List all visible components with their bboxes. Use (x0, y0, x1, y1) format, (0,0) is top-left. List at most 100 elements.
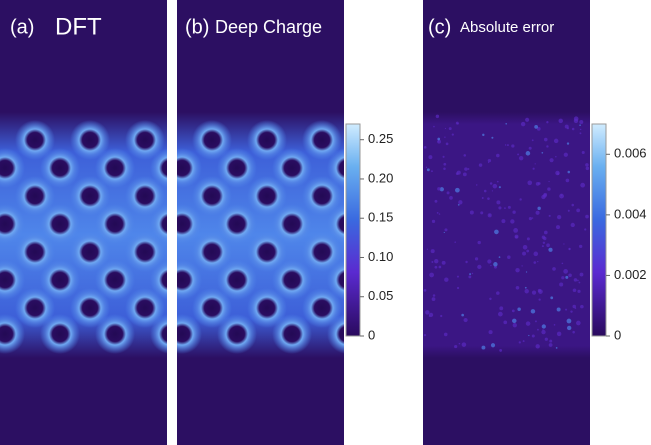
speck (531, 139, 534, 142)
speck (528, 146, 532, 150)
speck (443, 231, 445, 234)
speck (471, 272, 474, 275)
speck (454, 344, 458, 349)
atom (272, 204, 312, 244)
speck (525, 271, 528, 273)
speck (444, 127, 447, 130)
atom (95, 260, 135, 300)
atom (150, 204, 167, 244)
speck (579, 124, 581, 127)
speck (512, 210, 516, 214)
speck (480, 211, 484, 215)
atom (0, 260, 25, 300)
atom (70, 288, 110, 328)
speck (548, 214, 551, 217)
tick-label: 0.15 (368, 210, 393, 225)
atom (327, 148, 344, 188)
speck (534, 163, 536, 165)
speck (510, 219, 515, 224)
atom (70, 232, 110, 272)
speck (467, 168, 470, 170)
speck (520, 121, 526, 127)
atom (40, 314, 80, 354)
atom (327, 260, 344, 300)
speck (579, 244, 583, 249)
speck (458, 200, 463, 205)
speck (499, 349, 503, 352)
speck (504, 207, 506, 210)
panel-label: (b) (185, 16, 209, 38)
speck (431, 219, 436, 224)
speck (506, 144, 509, 147)
atom (15, 232, 55, 272)
atom (177, 204, 202, 244)
speck (426, 248, 428, 250)
speck (576, 320, 581, 326)
panel-title: Absolute error (460, 19, 554, 36)
speck (566, 142, 570, 145)
tick-label: 0 (368, 327, 375, 342)
atom (15, 120, 55, 160)
speck (451, 133, 454, 136)
speck (535, 344, 540, 349)
speck (449, 195, 453, 200)
speck (546, 243, 550, 248)
speck (568, 248, 571, 250)
speck (549, 339, 553, 343)
atom (217, 260, 257, 300)
atom (192, 120, 232, 160)
speck (487, 259, 492, 264)
speck (436, 211, 439, 214)
speck (434, 259, 439, 264)
speck (448, 127, 452, 131)
speck (556, 214, 562, 220)
speck (558, 118, 563, 124)
speck (430, 170, 433, 173)
panel-label: (c) (428, 16, 451, 38)
speck (430, 249, 435, 254)
speck (541, 245, 544, 248)
speck (565, 308, 568, 311)
speck (488, 330, 493, 335)
speck (425, 166, 428, 169)
tick-label: 0 (614, 327, 621, 342)
speck (570, 310, 573, 313)
atom (247, 176, 287, 216)
speck (423, 334, 427, 337)
speck (499, 306, 504, 311)
speck (433, 125, 435, 128)
speck (572, 304, 576, 309)
density-map (177, 0, 344, 445)
speck (548, 343, 553, 347)
colorbar (591, 123, 607, 337)
speck (469, 210, 474, 215)
atom (177, 148, 202, 188)
atom (0, 148, 25, 188)
speck (553, 138, 559, 144)
speck (517, 153, 520, 156)
speck (455, 172, 459, 176)
atom (95, 148, 135, 188)
speck (507, 255, 511, 259)
atom (125, 120, 165, 160)
speck (511, 309, 515, 313)
speck (561, 262, 564, 265)
error-map (423, 0, 590, 445)
speck (442, 155, 445, 158)
speck (544, 337, 548, 341)
speck (456, 275, 459, 278)
speck (549, 158, 554, 163)
speck (515, 285, 520, 290)
speck (533, 251, 539, 257)
speck (546, 145, 549, 148)
speck (444, 228, 448, 232)
speck (477, 264, 482, 270)
speck (461, 342, 467, 347)
speck (526, 249, 530, 253)
speck (468, 275, 472, 279)
atom (70, 120, 110, 160)
atom (150, 314, 167, 354)
speck (456, 286, 460, 290)
speck (483, 189, 487, 193)
